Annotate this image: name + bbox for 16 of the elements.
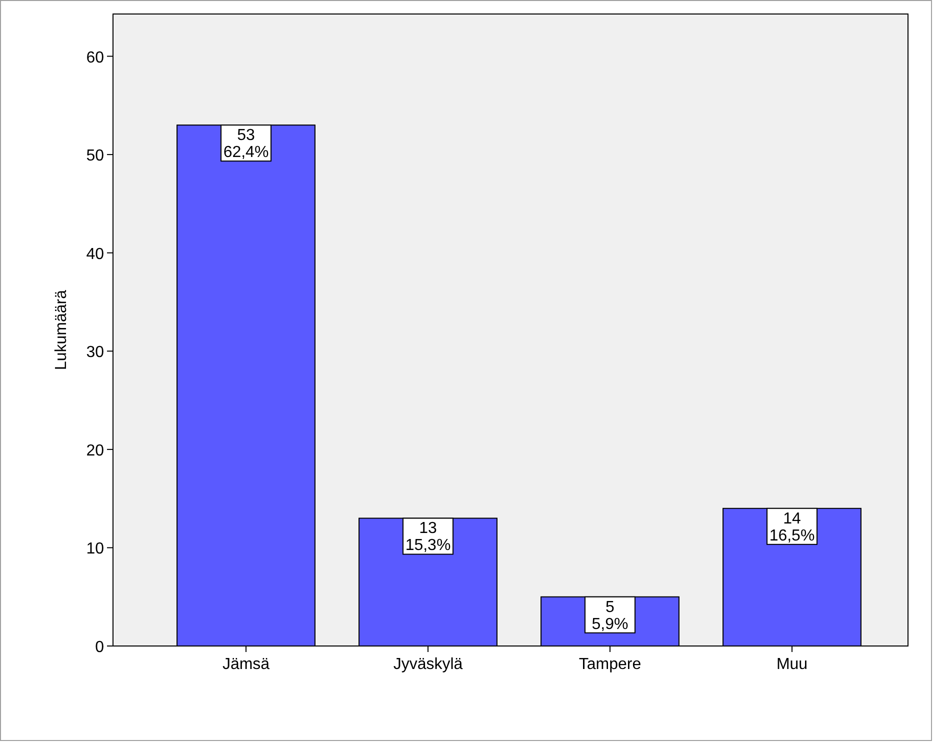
y-tick-label: 30 — [86, 344, 104, 362]
data-label: 53 62,4% — [223, 127, 269, 162]
x-tick-label: Jyväskylä — [393, 656, 463, 673]
x-tick-label: Muu — [776, 656, 808, 673]
x-tick-label: Tampere — [578, 656, 642, 673]
y-tick-label: 20 — [86, 442, 104, 460]
data-label: 13 15,3% — [405, 520, 451, 554]
data-label: 5 5,9% — [592, 598, 628, 633]
y-tick-label: 0 — [95, 639, 104, 656]
y-tick-label: 40 — [86, 246, 104, 263]
data-label: 14 16,5% — [769, 510, 815, 544]
y-tick-label: 50 — [86, 148, 104, 165]
x-tick-label: Jämsä — [222, 656, 270, 673]
y-tick-label: 60 — [86, 49, 104, 66]
y-axis-title: Lukumäärä — [53, 290, 70, 370]
y-tick-label: 10 — [86, 540, 104, 558]
